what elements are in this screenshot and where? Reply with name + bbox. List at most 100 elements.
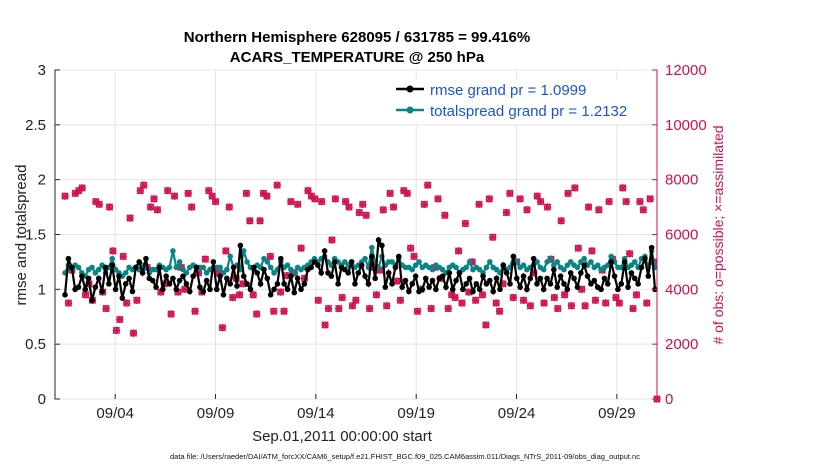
rmse-point [530,255,537,262]
obs-assimilated-point [601,299,610,307]
rmse-point [75,284,82,290]
obs-assimilated-point [365,304,374,313]
rmse-point [564,286,571,293]
obs-assimilated-point [359,200,367,209]
obs-assimilated-point [81,291,90,299]
rmse-point [176,277,183,284]
rmse-point [557,273,564,279]
legend-rmse-label: rmse grand pr = 1.0999 [430,82,586,99]
rmse-point [601,275,608,282]
rmse-point [156,264,163,271]
totalspread-point [89,264,95,271]
rmse-point [166,281,173,287]
rmse-point [503,270,510,276]
totalspread-point [547,255,554,262]
obs-assimilated-point [331,195,340,203]
obs-assimilated-point [639,206,648,214]
y-tick-label-right: 6000 [665,227,698,244]
rmse-point [635,281,641,287]
rmse-point [453,277,459,284]
obs-assimilated-point [294,200,302,209]
rmse-point [517,284,523,290]
obs-assimilated-point [280,307,288,315]
totalspread-point [240,248,247,254]
rmse-point [476,286,483,293]
rmse-point [321,248,328,254]
rmse-point [618,281,625,287]
rmse-point [507,281,513,287]
rmse-point [598,286,604,293]
y-tick-label-right: 10000 [665,117,707,134]
rmse-point [524,286,530,293]
rmse-point [460,286,466,293]
rmse-point [399,284,405,290]
totalspread-point [581,255,587,262]
obs-assimilated-point [348,302,357,310]
obs-assimilated-point [328,236,336,244]
y-tick-label-left: 1 [38,281,46,298]
obs-assimilated-point [112,326,121,335]
rmse-point [288,273,294,279]
rmse-point [173,286,180,293]
obs-assimilated-point [564,189,572,198]
obs-assimilated-point [386,189,394,198]
rmse-point [112,286,119,293]
obs-assimilated-point [317,197,326,206]
rmse-point [183,281,190,287]
rmse-point [426,284,432,290]
totalspread-point [594,262,601,269]
rmse-point [409,281,416,287]
totalspread-point [520,262,527,269]
x-tick-label: 09/09 [197,405,235,422]
obs-assimilated-point [105,203,114,211]
rmse-point [213,286,220,293]
rmse-point [230,264,237,271]
totalspread-point [217,264,223,271]
rmse-point [133,264,139,271]
obs-assimilated-point [588,247,596,255]
obs-assimilated-point [441,211,449,220]
rmse-point [294,275,301,282]
rmse-point [82,286,89,293]
obs-assimilated-point [612,293,620,302]
rmse-point [237,242,244,249]
metric-lines [62,236,658,304]
obs-assimilated-point [454,247,463,255]
legend-spread-marker [406,106,414,114]
totalspread-point [170,248,176,254]
rmse-point [281,281,287,287]
rmse-point [257,281,264,287]
obs-assimilated-point [461,219,470,228]
totalspread-point [588,259,594,265]
rmse-point [197,284,203,290]
obs-assimilated-point [413,307,422,315]
obs-assimilated-point [150,195,158,203]
obs-assimilated-point [297,244,305,252]
y-axis-left: 0 0.5 1 1.5 2 2.5 3 [25,62,60,408]
rmse-point [611,273,618,279]
rmse-point [422,275,429,282]
rmse-point [574,284,581,290]
rmse-point [419,286,426,293]
obs-assimilated-point [482,321,490,329]
rmse-point [584,273,591,279]
rmse-point [490,288,496,295]
obs-assimilated-point [424,181,432,189]
rmse-point [497,286,503,293]
obs-assimilated-point [554,304,562,313]
obs-assimilated-point [526,302,535,310]
rmse-point [365,281,372,287]
rmse-point [122,281,129,287]
obs-assimilated-point [270,307,278,315]
legend-rmse-marker [406,85,414,93]
x-tick-label: 09/04 [96,405,134,422]
obs-assimilated-point [95,200,103,209]
obs-assimilated-point [287,197,295,206]
rmse-point [625,284,631,290]
rmse-point [89,297,95,304]
obs-assimilated-point [595,206,603,214]
rmse-point [203,277,210,284]
y-axis-left-label: rmse and totalspread [13,165,30,306]
y-tick-label-right: 2000 [665,336,698,353]
rmse-point [446,270,453,276]
